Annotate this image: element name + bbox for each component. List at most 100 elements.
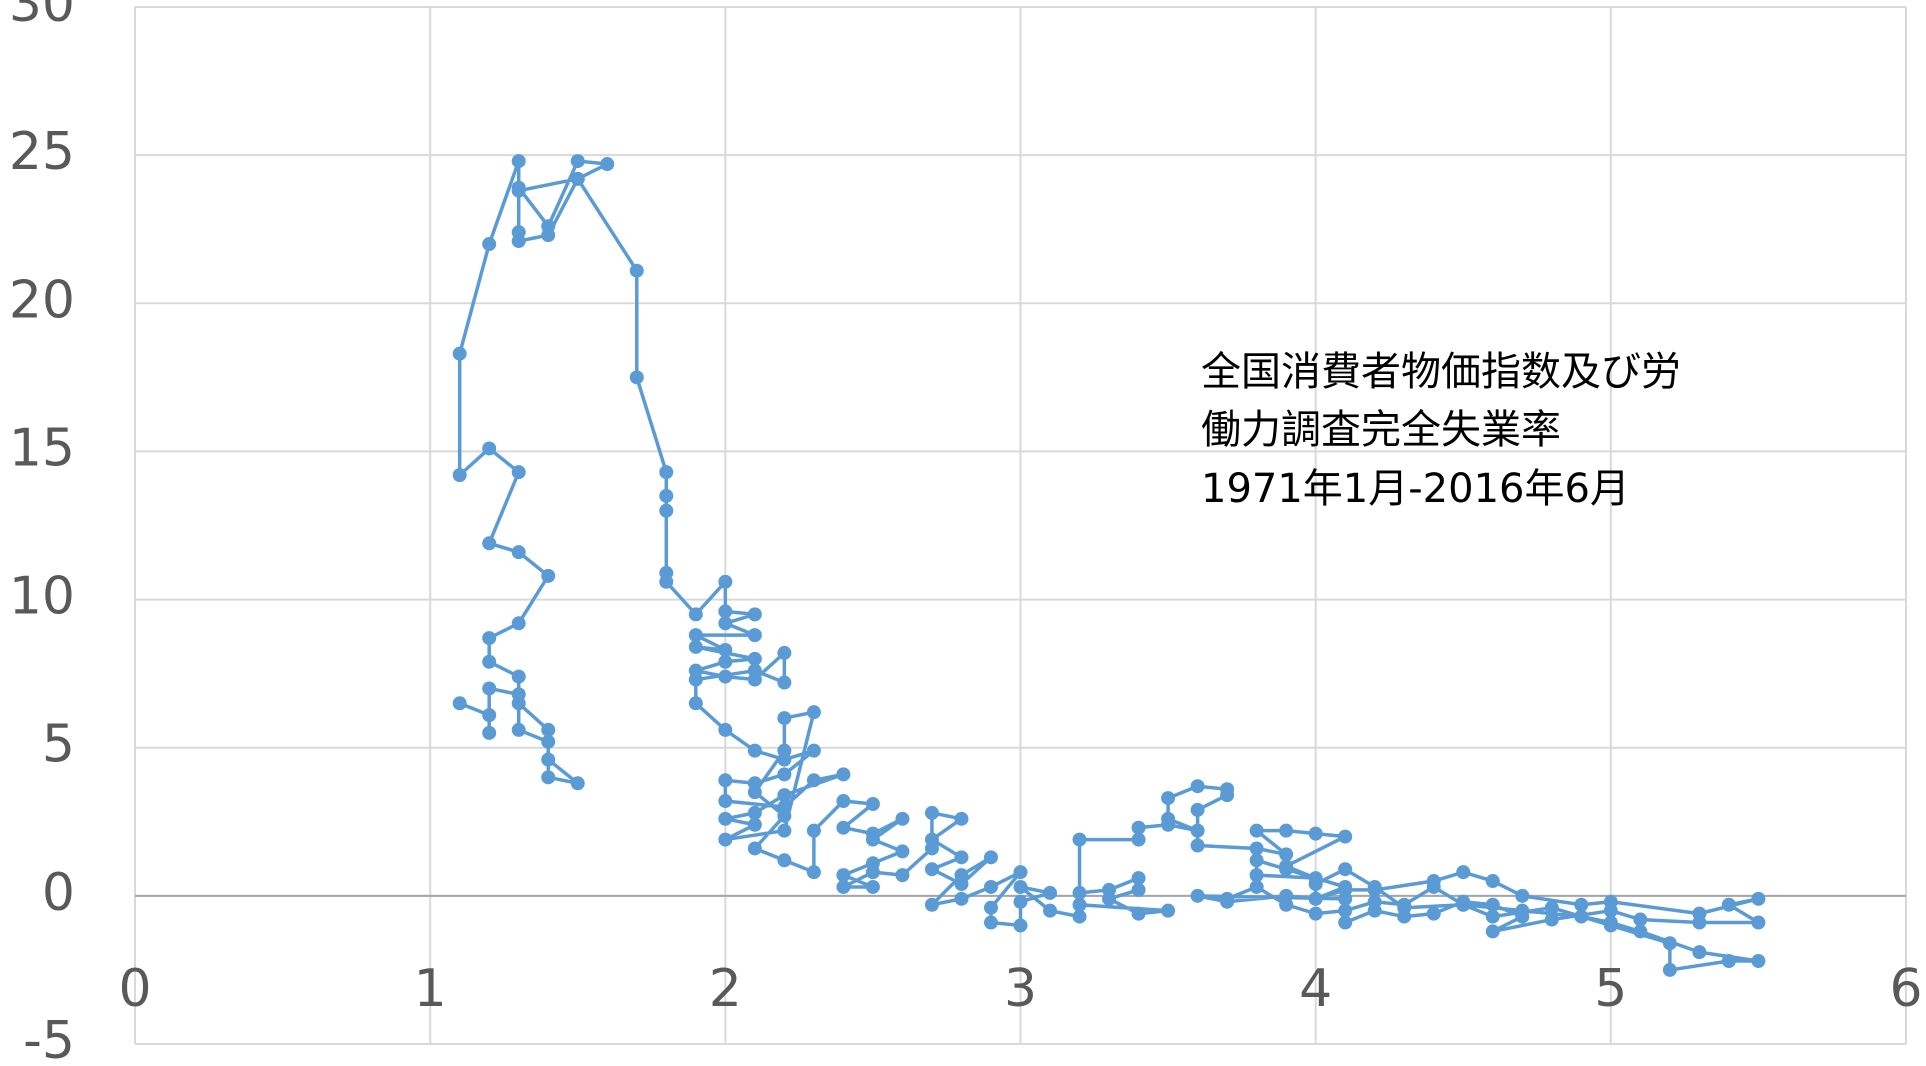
marker bbox=[1043, 885, 1058, 900]
marker bbox=[600, 157, 615, 172]
marker bbox=[1397, 897, 1412, 912]
marker bbox=[1013, 865, 1028, 880]
marker bbox=[1161, 791, 1176, 806]
marker bbox=[836, 820, 851, 835]
marker bbox=[1279, 862, 1294, 877]
marker bbox=[836, 767, 851, 782]
x-tick-label: 2 bbox=[709, 959, 742, 1019]
marker bbox=[895, 811, 910, 826]
marker bbox=[511, 225, 526, 240]
marker bbox=[1485, 874, 1500, 889]
marker bbox=[1338, 829, 1353, 844]
marker bbox=[747, 651, 762, 666]
marker bbox=[1367, 894, 1382, 909]
marker bbox=[688, 639, 703, 654]
x-tick-label: 6 bbox=[1889, 959, 1922, 1019]
marker bbox=[777, 711, 792, 726]
marker bbox=[718, 811, 733, 826]
marker bbox=[541, 770, 556, 785]
marker bbox=[511, 696, 526, 711]
x-tick-label: 5 bbox=[1594, 959, 1627, 1019]
marker bbox=[718, 642, 733, 657]
marker bbox=[983, 915, 998, 930]
marker bbox=[1308, 877, 1323, 892]
marker bbox=[511, 545, 526, 560]
marker bbox=[482, 725, 497, 740]
marker bbox=[659, 465, 674, 480]
marker bbox=[482, 681, 497, 696]
marker bbox=[1190, 838, 1205, 853]
x-tick-label: 3 bbox=[1004, 959, 1037, 1019]
marker bbox=[777, 823, 792, 838]
marker bbox=[1220, 891, 1235, 906]
marker bbox=[1662, 936, 1677, 951]
marker bbox=[541, 752, 556, 767]
y-tick-label: 20 bbox=[9, 270, 75, 330]
marker bbox=[1072, 897, 1087, 912]
y-tick-label: 0 bbox=[42, 863, 75, 923]
marker bbox=[895, 868, 910, 883]
marker bbox=[836, 879, 851, 894]
marker bbox=[983, 879, 998, 894]
marker bbox=[865, 832, 880, 847]
marker bbox=[541, 228, 556, 243]
marker bbox=[1515, 888, 1530, 903]
marker bbox=[1279, 823, 1294, 838]
marker bbox=[1485, 897, 1500, 912]
marker bbox=[1308, 826, 1323, 841]
marker bbox=[482, 536, 497, 551]
marker bbox=[1338, 882, 1353, 897]
marker bbox=[718, 574, 733, 589]
marker bbox=[1013, 879, 1028, 894]
marker bbox=[482, 631, 497, 646]
marker bbox=[1308, 906, 1323, 921]
marker bbox=[1161, 903, 1176, 918]
marker bbox=[1190, 888, 1205, 903]
marker bbox=[1456, 897, 1471, 912]
marker bbox=[1043, 903, 1058, 918]
marker bbox=[659, 488, 674, 503]
marker bbox=[806, 773, 821, 788]
x-tick-label: 1 bbox=[414, 959, 447, 1019]
marker bbox=[1190, 823, 1205, 838]
marker bbox=[1751, 891, 1766, 906]
marker bbox=[777, 767, 792, 782]
marker bbox=[659, 503, 674, 518]
marker bbox=[1308, 891, 1323, 906]
marker bbox=[541, 722, 556, 737]
marker bbox=[806, 823, 821, 838]
annotation: 全国消費者物価指数及び労 bbox=[1201, 349, 1681, 395]
marker bbox=[1249, 841, 1264, 856]
marker bbox=[1131, 820, 1146, 835]
marker bbox=[1190, 779, 1205, 794]
marker bbox=[482, 708, 497, 723]
marker bbox=[1013, 918, 1028, 933]
marker bbox=[452, 468, 467, 483]
marker bbox=[718, 669, 733, 684]
marker bbox=[482, 441, 497, 456]
marker bbox=[924, 805, 939, 820]
marker bbox=[747, 785, 762, 800]
marker bbox=[1072, 832, 1087, 847]
marker bbox=[1161, 811, 1176, 826]
marker bbox=[1544, 912, 1559, 927]
marker bbox=[570, 776, 585, 791]
marker bbox=[1013, 894, 1028, 909]
marker bbox=[954, 891, 969, 906]
marker bbox=[1633, 912, 1648, 927]
marker bbox=[1544, 900, 1559, 915]
marker bbox=[1279, 897, 1294, 912]
marker bbox=[511, 669, 526, 684]
marker bbox=[1338, 903, 1353, 918]
marker bbox=[924, 832, 939, 847]
y-tick-label: 5 bbox=[42, 715, 75, 775]
marker bbox=[688, 672, 703, 687]
marker bbox=[629, 370, 644, 385]
marker bbox=[541, 568, 556, 583]
marker bbox=[511, 722, 526, 737]
marker bbox=[1249, 879, 1264, 894]
marker bbox=[1367, 879, 1382, 894]
marker bbox=[1633, 924, 1648, 939]
marker bbox=[659, 574, 674, 589]
